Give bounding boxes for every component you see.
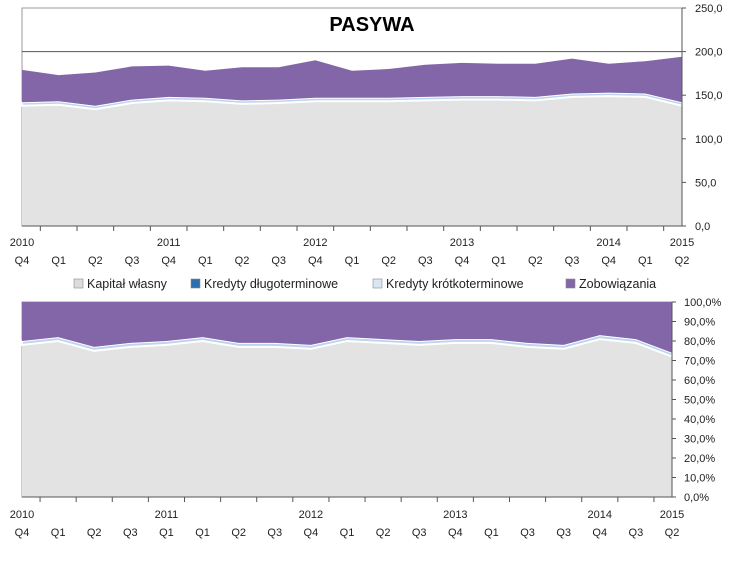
x-tick-label: Q4 [304, 527, 319, 539]
x-tick-label: Q2 [675, 255, 690, 267]
x-tick-label: Q3 [125, 255, 140, 267]
x-tick-label: Q3 [271, 255, 286, 267]
x-year-label: 2015 [660, 509, 684, 521]
x-tick-label: Q3 [412, 527, 427, 539]
x-tick-label: Q4 [15, 527, 30, 539]
legend-label: Kredyty krótkoterminowe [386, 277, 524, 291]
x-year-label: 2011 [157, 237, 181, 249]
x-tick-label: Q4 [601, 255, 616, 267]
legend-swatch [73, 278, 84, 289]
legend-swatch [190, 278, 201, 289]
x-tick-label: Q4 [592, 527, 607, 539]
x-tick-label: Q1 [51, 255, 66, 267]
area-series-0-kapitał-własny [22, 339, 672, 497]
y-tick-label: 20,0% [684, 453, 715, 465]
x-tick-label: Q3 [418, 255, 433, 267]
x-tick-label: Q1 [340, 527, 355, 539]
x-tick-label: Q1 [345, 255, 360, 267]
bottom-chart: 0,0% 10,0% 20,0% 30,0% 40,0% 50,0% 60,0% 70,0% 8… [10, 297, 722, 539]
x-tick-label: Q3 [629, 527, 644, 539]
y-tick-label: 0,0% [684, 492, 709, 504]
y-tick-label: 100,0 [695, 134, 723, 146]
bottom-areas [21, 302, 673, 497]
bottom-y-ticks: 0,0% 10,0% 20,0% 30,0% 40,0% 50,0% 60,0% 70,0% 8… [672, 297, 722, 504]
y-tick-label: 150,0 [695, 90, 723, 102]
x-year-label: 2010 [10, 509, 34, 521]
y-tick-label: 100,0% [684, 297, 722, 309]
x-tick-label: Q2 [665, 527, 680, 539]
x-year-label: 2012 [299, 509, 323, 521]
legend-label: Kredyty długoterminowe [204, 277, 338, 291]
y-tick-label: 70,0% [684, 356, 715, 368]
legend-label: Kapitał własny [87, 277, 168, 291]
x-tick-label: Q2 [231, 527, 246, 539]
x-tick-label: Q1 [638, 255, 653, 267]
x-year-label: 2013 [443, 509, 467, 521]
y-tick-label: 30,0% [684, 434, 715, 446]
x-tick-label: Q2 [235, 255, 250, 267]
x-year-label: 2014 [596, 237, 620, 249]
y-tick-label: 10,0% [684, 473, 715, 485]
x-tick-label: Q2 [87, 527, 102, 539]
x-tick-label: Q1 [195, 527, 210, 539]
x-year-label: 2014 [588, 509, 612, 521]
area-series-3-zobowiązania [22, 56, 682, 106]
top-areas [21, 56, 683, 226]
y-tick-label: 0,0 [695, 221, 710, 233]
x-year-label: 2010 [10, 237, 34, 249]
y-tick-label: 250,0 [695, 3, 723, 15]
y-tick-label: 50,0 [695, 177, 716, 189]
x-tick-label: Q1 [51, 527, 66, 539]
x-tick-label: Q1 [198, 255, 213, 267]
x-tick-label: Q4 [15, 255, 30, 267]
x-year-label: 2012 [303, 237, 327, 249]
y-tick-label: 90,0% [684, 317, 715, 329]
x-tick-label: Q3 [565, 255, 580, 267]
y-tick-label: 60,0% [684, 375, 715, 387]
y-tick-label: 80,0% [684, 336, 715, 348]
x-tick-label: Q3 [520, 527, 535, 539]
top-x-ticks: Q4 Q1 Q2 Q3 Q4 Q1 Q2 Q3 Q4 Q1 Q2 Q3 Q4 Q1 Q2 Q3 Q4 Q1 Q2 20… [10, 226, 694, 267]
x-tick-label: Q4 [448, 527, 463, 539]
area-series-3-zobowiązania [22, 302, 672, 353]
x-year-label: 2013 [450, 237, 474, 249]
legend-swatch [565, 278, 576, 289]
legend-swatch [372, 278, 383, 289]
x-tick-label: Q2 [381, 255, 396, 267]
x-year-label: 2011 [155, 509, 179, 521]
x-tick-label: Q2 [88, 255, 103, 267]
legend-label: Zobowiązania [579, 277, 656, 291]
legend: Kapitał własny Kredyty długoterminowe Kred… [73, 277, 656, 291]
x-tick-label: Q2 [528, 255, 543, 267]
bottom-x-ticks: Q4 Q1 Q2 Q3 Q1 Q1 Q2 Q3 Q4 Q1 Q2 Q3 Q4 Q1 Q3 Q3 Q4 Q3 Q2 20… [10, 497, 684, 539]
x-tick-label: Q4 [455, 255, 470, 267]
x-tick-label: Q4 [161, 255, 176, 267]
y-tick-label: 200,0 [695, 47, 723, 59]
x-tick-label: Q3 [123, 527, 138, 539]
y-tick-label: 50,0% [684, 395, 715, 407]
x-tick-label: Q1 [159, 527, 174, 539]
top-chart-title: PASYWA [329, 14, 414, 36]
x-tick-label: Q3 [267, 527, 282, 539]
x-tick-label: Q1 [491, 255, 506, 267]
x-year-label: 2015 [670, 237, 694, 249]
x-tick-label: Q2 [376, 527, 391, 539]
area-series-0-kapitał-własny [22, 96, 682, 226]
top-y-ticks: 0,0 50,0 100,0 150,0 200,0 250,0 [682, 3, 723, 233]
x-tick-label: Q4 [308, 255, 323, 267]
x-tick-label: Q3 [556, 527, 571, 539]
x-tick-label: Q1 [484, 527, 499, 539]
y-tick-label: 40,0% [684, 414, 715, 426]
